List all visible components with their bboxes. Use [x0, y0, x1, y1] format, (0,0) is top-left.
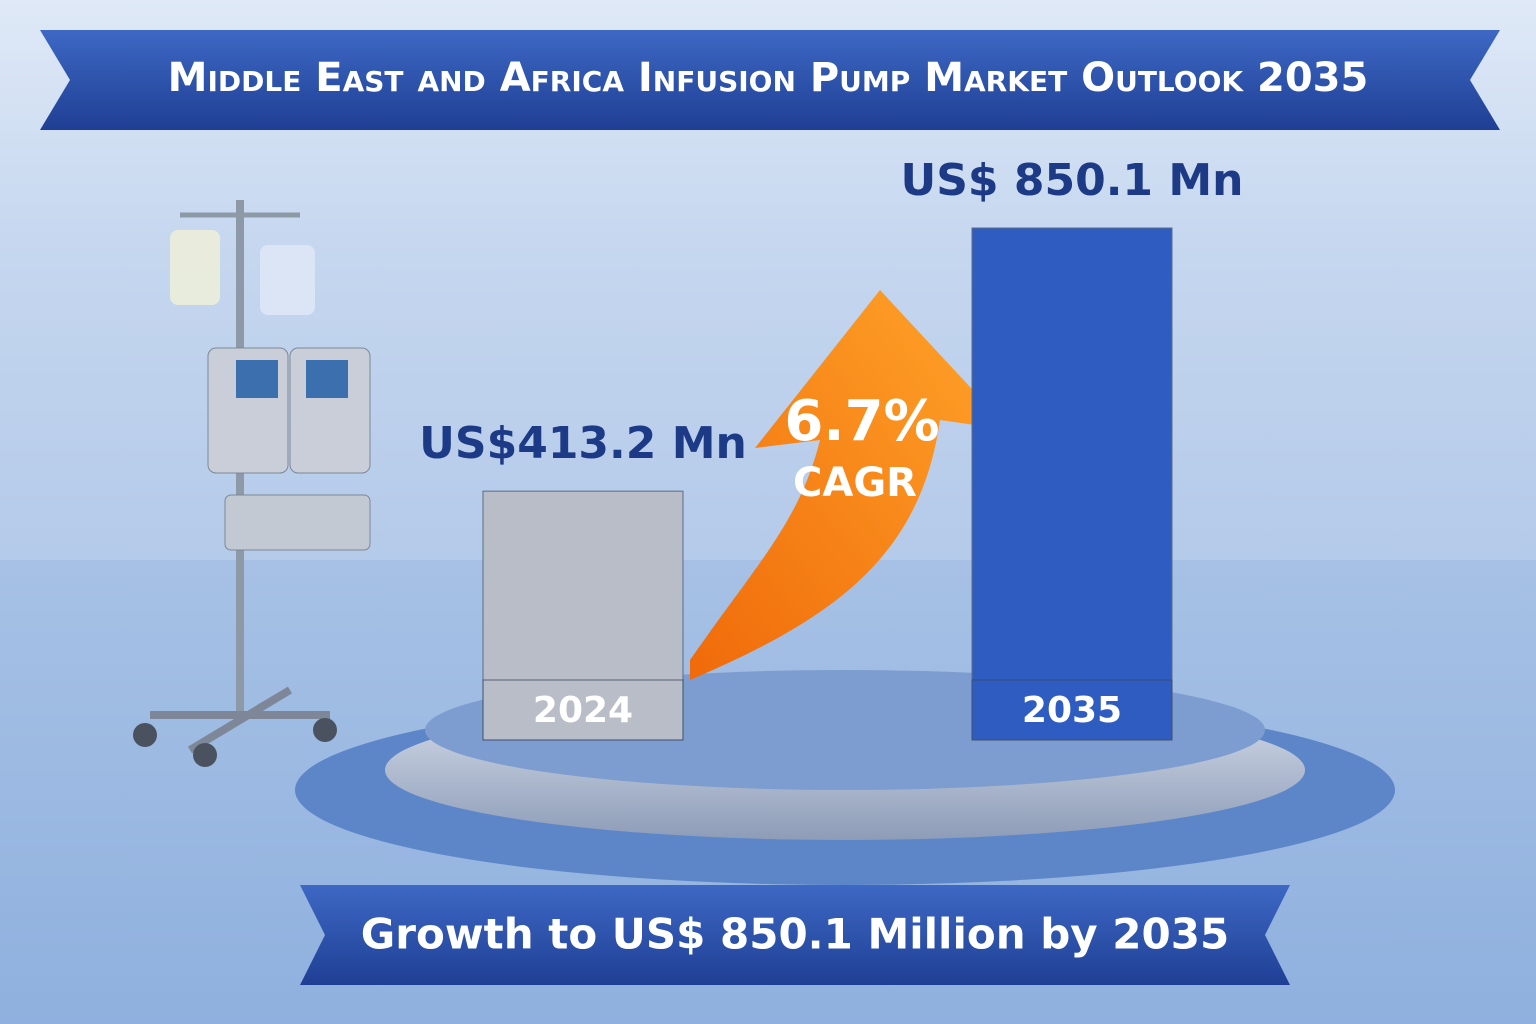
cagr-value: 6.7%: [784, 389, 939, 454]
category-label: 2035: [1022, 690, 1122, 731]
growth-arrow: [690, 290, 1010, 680]
title-ribbon: [40, 30, 1500, 130]
cagr-label: CAGR: [793, 460, 917, 506]
bar: [971, 227, 1173, 741]
bar-plinth: [971, 679, 1173, 741]
footer-text: Growth to US$ 850.1 Million by 2035: [361, 910, 1229, 959]
chart-title: Middle East and Africa Infusion Pump Mar…: [168, 55, 1369, 101]
value-label: US$ 850.1 Mn: [901, 155, 1244, 206]
bar-plinth: [482, 679, 684, 741]
category-label: 2024: [533, 690, 633, 731]
infusion-pump-illustration: [133, 200, 371, 767]
value-label: US$413.2 Mn: [419, 418, 747, 469]
footer-ribbon: [300, 885, 1290, 985]
bars: 2024 US$413.2 Mn 2035 US$ 850.1 Mn: [419, 155, 1244, 741]
